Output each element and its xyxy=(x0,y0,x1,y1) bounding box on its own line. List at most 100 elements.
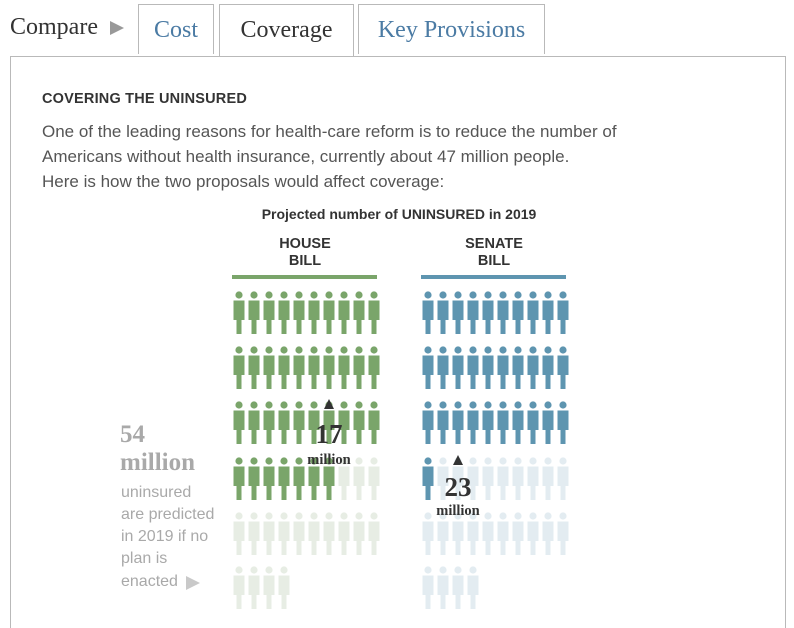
uninsured-person-icon xyxy=(512,401,524,444)
chart-title: Projected number of UNINSURED in 2019 xyxy=(262,206,537,222)
covered-person-icon xyxy=(338,512,350,555)
uninsured-person-icon xyxy=(323,457,335,500)
baseline-caption: enacted xyxy=(121,573,178,590)
baseline-unit: million xyxy=(120,449,195,476)
uninsured-person-icon xyxy=(542,346,554,389)
covered-person-icon xyxy=(482,512,494,555)
uninsured-person-icon xyxy=(422,291,434,334)
content-panel xyxy=(10,56,786,628)
covered-person-icon xyxy=(467,566,479,609)
uninsured-person-icon xyxy=(323,346,335,389)
covered-person-icon xyxy=(467,457,479,500)
pointer-arrow-icon xyxy=(453,455,463,465)
tab-coverage[interactable]: Coverage xyxy=(219,4,354,57)
uninsured-person-icon xyxy=(467,291,479,334)
uninsured-person-icon xyxy=(353,401,365,444)
uninsured-person-icon xyxy=(263,457,275,500)
uninsured-person-icon xyxy=(233,457,245,500)
uninsured-person-icon xyxy=(368,346,380,389)
uninsured-person-icon xyxy=(557,346,569,389)
series-name: BILL xyxy=(478,253,510,269)
uninsured-person-icon xyxy=(323,291,335,334)
covered-person-icon xyxy=(338,457,350,500)
covered-unit: million xyxy=(436,503,480,519)
uninsured-person-icon xyxy=(542,291,554,334)
uninsured-person-icon xyxy=(497,401,509,444)
covered-person-icon xyxy=(512,457,524,500)
series-rule xyxy=(421,275,566,279)
intro-line: Americans without health insurance, curr… xyxy=(42,147,570,166)
covered-person-icon xyxy=(422,566,434,609)
uninsured-person-icon xyxy=(497,291,509,334)
covered-person-icon xyxy=(467,512,479,555)
covered-person-icon xyxy=(353,457,365,500)
baseline-value: 54 xyxy=(120,421,146,448)
uninsured-person-icon xyxy=(422,346,434,389)
baseline-caption: in 2019 if no xyxy=(121,528,208,545)
uninsured-person-icon xyxy=(452,291,464,334)
baseline-caption: plan is xyxy=(121,550,167,567)
baseline-arrow-icon xyxy=(186,576,200,590)
uninsured-person-icon xyxy=(512,291,524,334)
compare-arrow-icon xyxy=(110,21,124,35)
uninsured-person-icon xyxy=(233,346,245,389)
covered-person-icon xyxy=(542,512,554,555)
uninsured-person-icon xyxy=(482,346,494,389)
covered-person-icon xyxy=(233,512,245,555)
covered-person-icon xyxy=(308,512,320,555)
series-name: SENATE xyxy=(465,236,523,252)
covered-value: 17 xyxy=(316,419,343,449)
covered-person-icon xyxy=(527,457,539,500)
pointer-arrow-icon xyxy=(324,399,334,409)
uninsured-person-icon xyxy=(233,401,245,444)
uninsured-person-icon xyxy=(557,291,569,334)
covered-person-icon xyxy=(542,457,554,500)
covered-person-icon xyxy=(263,512,275,555)
uninsured-person-icon xyxy=(467,401,479,444)
covered-person-icon xyxy=(557,512,569,555)
covered-person-icon xyxy=(437,512,449,555)
uninsured-person-icon xyxy=(263,346,275,389)
tab-cost[interactable]: Cost xyxy=(138,4,214,54)
uninsured-person-icon xyxy=(293,346,305,389)
baseline-caption: are predicted xyxy=(121,506,214,523)
series-name: HOUSE xyxy=(279,236,331,252)
uninsured-person-icon xyxy=(482,291,494,334)
covered-person-icon xyxy=(527,512,539,555)
uninsured-person-icon xyxy=(278,401,290,444)
uninsured-person-icon xyxy=(263,401,275,444)
uninsured-person-icon xyxy=(293,457,305,500)
series-name: BILL xyxy=(289,253,321,269)
uninsured-person-icon xyxy=(512,346,524,389)
uninsured-person-icon xyxy=(278,346,290,389)
covered-person-icon xyxy=(452,566,464,609)
uninsured-person-icon xyxy=(278,457,290,500)
covered-person-icon xyxy=(278,512,290,555)
uninsured-person-icon xyxy=(437,401,449,444)
covered-person-icon xyxy=(452,512,464,555)
intro-text: One of the leading reasons for health-ca… xyxy=(42,119,682,194)
uninsured-person-icon xyxy=(368,401,380,444)
uninsured-person-icon xyxy=(527,291,539,334)
uninsured-person-icon xyxy=(527,401,539,444)
covered-person-icon xyxy=(233,566,245,609)
uninsured-person-icon xyxy=(542,401,554,444)
uninsured-person-icon xyxy=(308,457,320,500)
uninsured-person-icon xyxy=(308,401,320,444)
intro-line: One of the leading reasons for health-ca… xyxy=(42,122,617,141)
uninsured-person-icon xyxy=(308,346,320,389)
intro-line: Here is how the two proposals would affe… xyxy=(42,172,445,191)
uninsured-person-icon xyxy=(263,291,275,334)
uninsured-person-icon xyxy=(353,346,365,389)
uninsured-person-icon xyxy=(452,401,464,444)
covered-person-icon xyxy=(323,512,335,555)
uninsured-person-icon xyxy=(278,291,290,334)
uninsured-person-icon xyxy=(557,401,569,444)
uninsured-person-icon xyxy=(353,291,365,334)
uninsured-person-icon xyxy=(497,346,509,389)
uninsured-person-icon xyxy=(338,401,350,444)
tab-key-provisions[interactable]: Key Provisions xyxy=(358,4,545,54)
uninsured-person-icon xyxy=(452,346,464,389)
tab-bar: Compare Cost Coverage Key Provisions xyxy=(0,0,794,57)
